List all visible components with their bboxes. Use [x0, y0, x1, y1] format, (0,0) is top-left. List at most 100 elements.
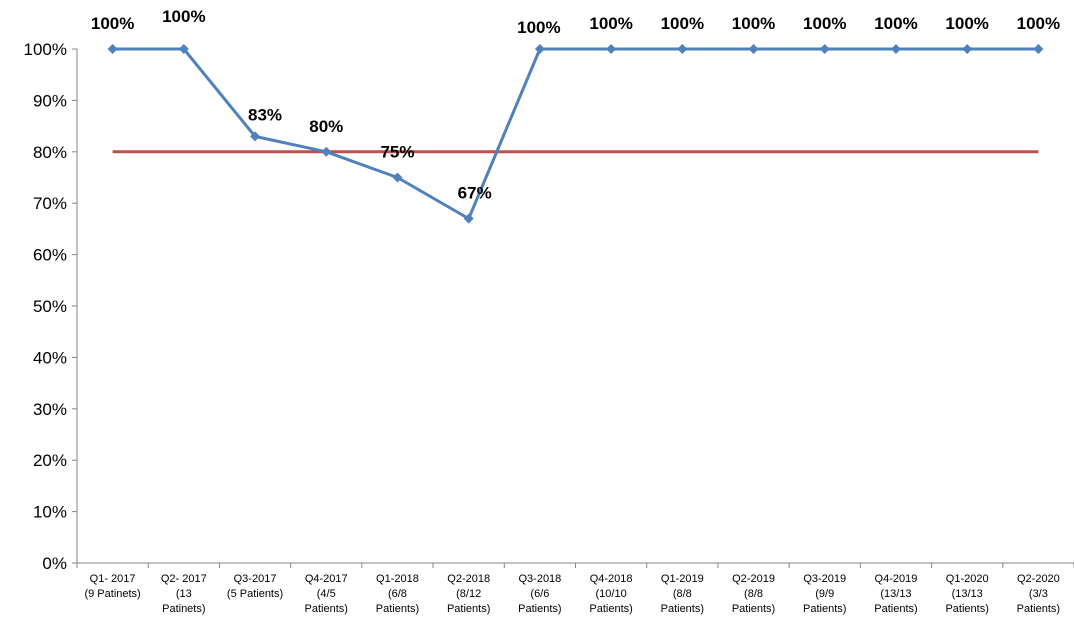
data-label: 67%: [458, 184, 492, 203]
x-tick-label-line: Q1-2019: [661, 573, 704, 585]
chart-axes: [76, 49, 1074, 564]
x-tick-label: Q4-2019 (13/13 Patients): [874, 573, 917, 615]
x-tick-label-line: Patients): [874, 603, 917, 615]
x-tick-label: Q3-2019 (9/9 Patients): [803, 573, 846, 615]
data-label: 100%: [517, 18, 560, 37]
x-tick-label: Q2-2020 (3/3 Patients): [1017, 573, 1060, 615]
x-tick-label-line: (8/12: [456, 588, 481, 600]
y-tick-label: 0%: [42, 554, 67, 573]
data-label: 83%: [248, 105, 282, 124]
data-point-marker: [748, 44, 759, 54]
data-label: 100%: [732, 14, 775, 33]
x-tick-label-line: (9/9: [815, 588, 834, 600]
data-label: 100%: [589, 14, 632, 33]
x-tick-label-line: Patients): [305, 603, 348, 615]
x-tick-label-line: Q2-2019: [732, 573, 775, 585]
x-tick-label: Q4-2018 (10/10 Patients): [589, 573, 632, 615]
data-point-marker: [392, 172, 403, 183]
x-tick-label: Q4-2017 (4/5 Patients): [305, 573, 348, 615]
data-point-marker: [107, 44, 118, 54]
y-tick-label: 40%: [33, 348, 67, 367]
data-point-marker: [1033, 44, 1044, 54]
x-tick-label-line: Patients): [589, 603, 632, 615]
x-tick-label-line: Q3-2017: [234, 573, 277, 585]
x-tick-label-line: (9 Patinets): [84, 588, 140, 600]
data-point-marker: [250, 131, 261, 142]
x-tick-label-line: (6/8: [388, 588, 407, 600]
y-tick-label: 20%: [33, 451, 67, 470]
y-tick-label: 80%: [33, 143, 67, 162]
x-axis-ticks: Q1- 2017 (9 Patinets) Q2- 2017 (13 Patinets)…: [76, 563, 1074, 615]
data-label: 100%: [91, 14, 134, 33]
x-tick-label-line: Q1-2018: [376, 573, 419, 585]
data-point-marker: [178, 44, 189, 54]
data-point-marker: [534, 44, 545, 54]
y-tick-label: 100%: [24, 40, 67, 59]
y-tick-label: 10%: [33, 503, 67, 522]
x-tick-label-line: (13/13: [952, 588, 983, 600]
data-point-marker: [606, 44, 617, 54]
data-point-marker: [819, 44, 830, 54]
x-tick-label-line: Patients): [447, 603, 490, 615]
data-point-marker: [962, 44, 973, 54]
y-tick-label: 60%: [33, 246, 67, 265]
x-tick-label-line: Q3-2018: [518, 573, 561, 585]
series-line: [112, 47, 1039, 221]
x-tick-label-line: (4/5: [317, 588, 336, 600]
x-tick-label-line: Q2- 2017: [161, 573, 207, 585]
x-tick-label-line: Patinets): [162, 603, 205, 615]
x-tick-label-line: Q3-2019: [803, 573, 846, 585]
x-tick-label-line: Q1- 2017: [90, 573, 136, 585]
data-labels: 100% 100% 83% 80% 75% 67% 100% 100% 100% 100% 100%…: [91, 7, 1060, 203]
x-tick-label-line: Q4-2018: [590, 573, 633, 585]
x-tick-label-line: Q4-2019: [875, 573, 918, 585]
data-label: 100%: [162, 7, 205, 26]
x-tick-label-line: Patients): [518, 603, 561, 615]
x-tick-label-line: Patients): [1017, 603, 1060, 615]
x-tick-label-line: (3/3: [1029, 588, 1048, 600]
y-tick-label: 90%: [33, 91, 67, 110]
x-tick-label-line: (13/13: [880, 588, 911, 600]
x-tick-label: Q2- 2017 (13 Patinets): [161, 573, 207, 615]
data-point-marker: [321, 146, 332, 157]
data-label: 100%: [874, 14, 917, 33]
x-tick-label: Q1-2018 (6/8 Patients): [376, 573, 419, 615]
x-tick-label-line: (8/8: [673, 588, 692, 600]
data-point-marker: [890, 44, 901, 54]
data-label: 80%: [309, 117, 343, 136]
data-label: 75%: [380, 143, 414, 162]
y-tick-label: 50%: [33, 297, 67, 316]
x-tick-label-line: (6/6: [530, 588, 549, 600]
x-tick-label-line: Q2-2020: [1017, 573, 1060, 585]
y-tick-label: 30%: [33, 400, 67, 419]
x-tick-label-line: Q4-2017: [305, 573, 348, 585]
x-tick-label: Q2-2019 (8/8 Patients): [732, 573, 775, 615]
x-tick-label-line: Patients): [945, 603, 988, 615]
x-tick-label: Q3-2018 (6/6 Patients): [518, 573, 561, 615]
data-label: 100%: [661, 14, 704, 33]
data-label: 100%: [803, 14, 846, 33]
x-tick-label: Q2-2018 (8/12 Patients): [447, 573, 490, 615]
x-tick-label-line: (8/8: [744, 588, 763, 600]
data-point-marker: [677, 44, 688, 54]
data-label: 100%: [1017, 14, 1060, 33]
x-tick-label-line: Q2-2018: [447, 573, 490, 585]
x-tick-label-line: Patients): [376, 603, 419, 615]
y-tick-label: 70%: [33, 194, 67, 213]
x-tick-label-line: (10/10: [596, 588, 627, 600]
x-tick-label-line: Q1-2020: [946, 573, 989, 585]
x-tick-label-line: Patients): [803, 603, 846, 615]
x-tick-label-line: (13: [176, 588, 192, 600]
x-tick-label: Q1-2020 (13/13 Patients): [945, 573, 988, 615]
x-tick-label: Q1-2019 (8/8 Patients): [661, 573, 704, 615]
x-tick-label: Q1- 2017 (9 Patinets): [84, 573, 140, 600]
chart-series: [107, 44, 1044, 224]
x-tick-label-line: (5 Patients): [227, 588, 283, 600]
y-axis-ticks: 0% 10% 20% 30% 40% 50% 60% 70% 80% 90% 100%: [24, 40, 77, 573]
data-label: 100%: [945, 14, 988, 33]
x-tick-label: Q3-2017 (5 Patients): [227, 573, 283, 600]
data-point-marker: [463, 213, 474, 224]
x-tick-label-line: Patients): [661, 603, 704, 615]
x-tick-label-line: Patients): [732, 603, 775, 615]
